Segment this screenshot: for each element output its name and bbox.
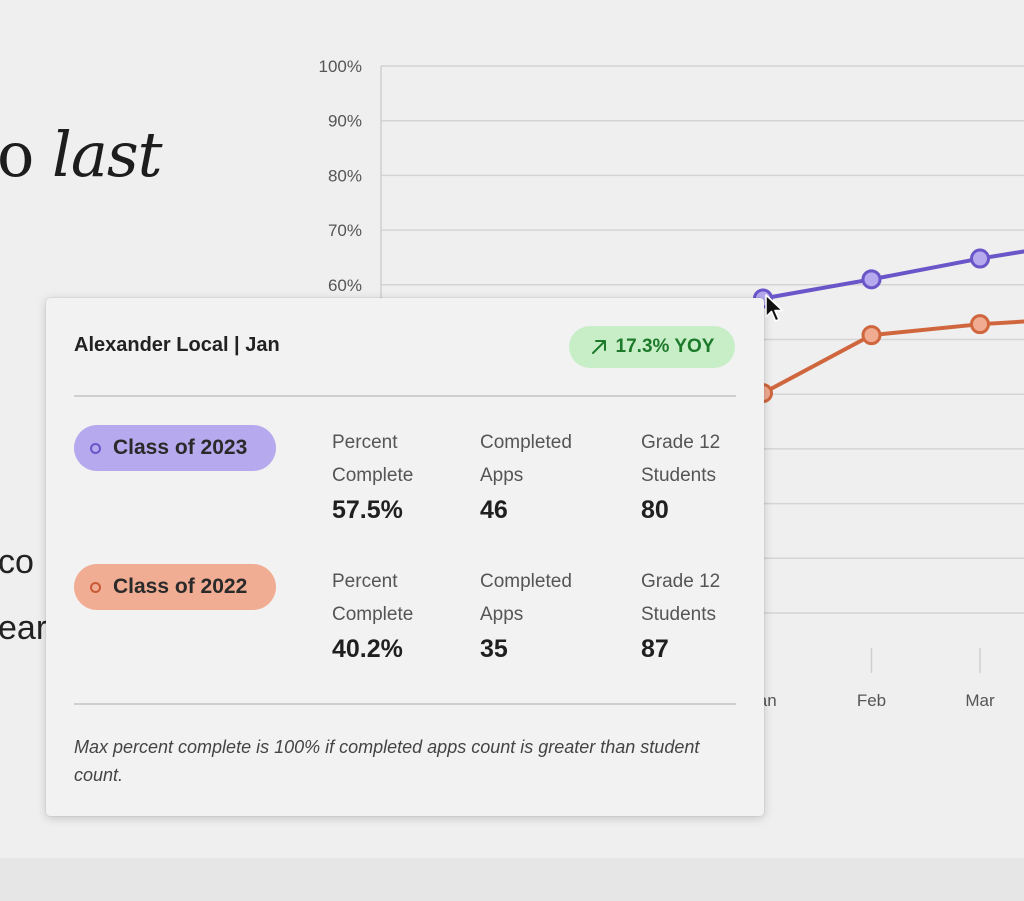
stat-value: 87 xyxy=(641,635,669,663)
data-point xyxy=(970,248,990,269)
y-tick-label: 60% xyxy=(328,276,362,295)
series-pill-class-2022: Class of 2022 xyxy=(74,564,276,610)
series-pill-class-2023: Class of 2023 xyxy=(74,425,276,471)
stat-completed-apps: Completed Apps 46 xyxy=(480,426,640,525)
mouse-cursor-icon xyxy=(765,294,784,322)
stat-value: 57.5% xyxy=(332,496,403,524)
tooltip-title: Alexander Local | Jan xyxy=(74,334,280,356)
series-class-of-2022 xyxy=(753,314,1024,404)
chart-series xyxy=(753,248,1024,404)
series-line xyxy=(762,319,1024,395)
stat-label: Grade 12 xyxy=(641,432,721,453)
stat-label: Percent xyxy=(332,432,398,453)
yoy-badge: 17.3% YOY xyxy=(569,326,735,368)
y-tick-label: 90% xyxy=(328,112,362,131)
body-text-fragment-2: ear xyxy=(0,609,48,647)
data-point xyxy=(861,269,882,290)
stat-label: Completed xyxy=(480,571,572,592)
stat-label: Apps xyxy=(480,604,524,625)
y-tick-label: 80% xyxy=(328,166,362,185)
divider xyxy=(74,395,736,397)
page-footer-band xyxy=(0,858,1024,901)
stat-label: Students xyxy=(641,604,716,625)
chart-tooltip: Alexander Local | Jan 17.3% YOY Class of… xyxy=(46,298,764,816)
stat-label: Complete xyxy=(332,604,414,625)
series-line xyxy=(762,249,1024,301)
stat-value: 80 xyxy=(641,496,669,524)
circle-icon xyxy=(90,581,101,593)
headline-emphasis: last xyxy=(52,118,163,191)
divider xyxy=(74,703,736,705)
stat-grade-12-students: Grade 12 Students 80 xyxy=(641,426,801,525)
y-tick-label: 70% xyxy=(328,221,362,240)
y-tick-label: 100% xyxy=(319,57,362,76)
x-tick-label: Mar xyxy=(965,691,995,710)
stat-value: 46 xyxy=(480,496,508,524)
stat-completed-apps: Completed Apps 35 xyxy=(480,565,640,664)
data-point xyxy=(970,314,990,335)
stat-value: 35 xyxy=(480,635,508,663)
headline: o last xyxy=(0,118,163,191)
arrow-up-right-icon xyxy=(591,340,606,354)
stat-value: 40.2% xyxy=(332,635,403,663)
body-text-fragment-1: co xyxy=(0,543,34,581)
x-tick-label: Feb xyxy=(857,691,886,710)
series-class-of-2023 xyxy=(753,248,1024,309)
tooltip-footnote: Max percent complete is 100% if complete… xyxy=(74,737,700,785)
stat-label: Completed xyxy=(480,432,572,453)
stat-label: Students xyxy=(641,465,716,486)
stat-label: Apps xyxy=(480,465,524,486)
stat-label: Percent xyxy=(332,571,398,592)
circle-icon xyxy=(90,442,101,454)
y-axis-ticks: 100% 90% 80% 70% 60% xyxy=(319,57,362,295)
stat-label: Grade 12 xyxy=(641,571,721,592)
yoy-value: 17.3% YOY xyxy=(615,336,715,357)
series-label: Class of 2022 xyxy=(113,575,248,598)
stat-label: Complete xyxy=(332,465,414,486)
stat-percent-complete: Percent Complete 57.5% xyxy=(332,426,492,525)
data-point xyxy=(861,325,882,346)
stat-percent-complete: Percent Complete 40.2% xyxy=(332,565,492,664)
stat-grade-12-students: Grade 12 Students 87 xyxy=(641,565,801,664)
series-label: Class of 2023 xyxy=(113,436,248,459)
